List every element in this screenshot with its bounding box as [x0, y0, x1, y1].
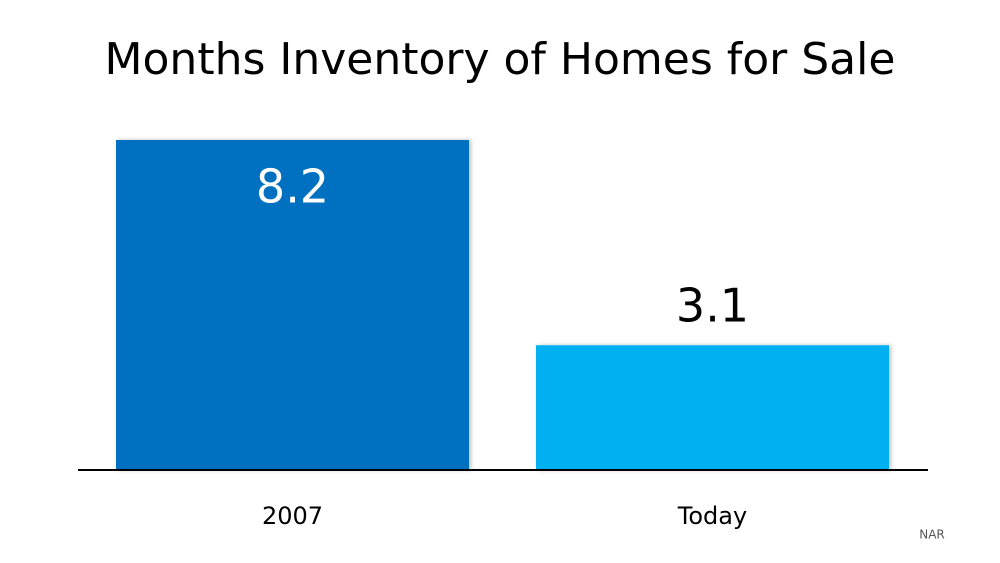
bar [536, 345, 889, 470]
value-label: 8.2 [256, 160, 329, 214]
value-label: 3.1 [676, 279, 749, 333]
bar [116, 140, 469, 470]
x-tick-label: Today [677, 502, 747, 530]
x-tick-label: 2007 [262, 502, 323, 530]
chart-title: Months Inventory of Homes for Sale [105, 34, 896, 85]
source: NAR [919, 528, 945, 542]
